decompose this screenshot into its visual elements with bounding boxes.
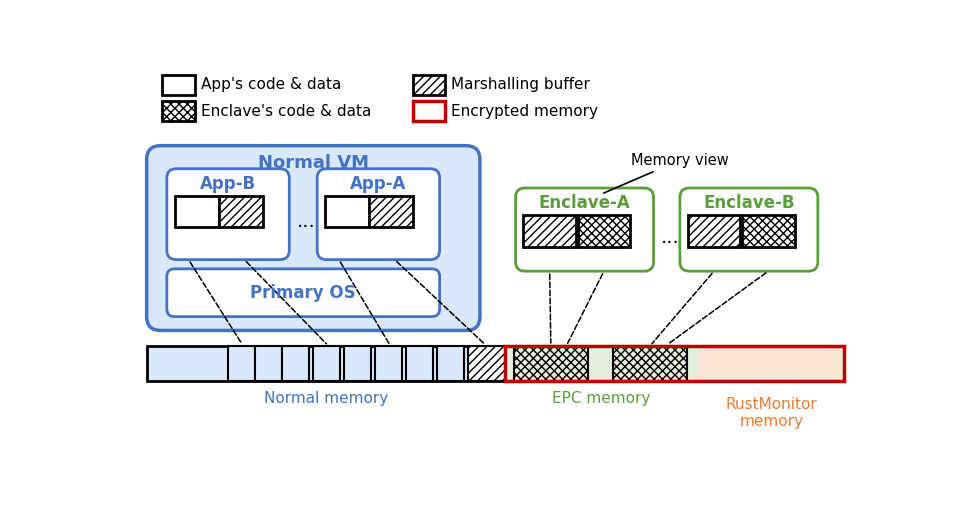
Bar [698,346,844,382]
Bar [412,75,445,95]
FancyBboxPatch shape [146,146,480,331]
Bar [412,101,445,121]
Bar [742,215,795,247]
Bar [313,346,340,382]
Text: ...: ... [661,228,680,247]
Bar [162,101,195,121]
Text: RustMonitor
memory: RustMonitor memory [725,397,817,429]
Bar [407,346,434,382]
Text: Primary OS: Primary OS [251,284,356,302]
Text: Memory view: Memory view [604,153,728,193]
FancyBboxPatch shape [680,188,818,271]
Bar [146,346,505,382]
Bar [175,196,218,227]
Text: Enclave-B: Enclave-B [703,195,795,212]
Bar [325,196,370,227]
FancyBboxPatch shape [167,269,440,316]
Text: Normal VM: Normal VM [257,153,369,172]
Bar [438,346,464,382]
Text: App-A: App-A [350,175,407,193]
Text: Normal memory: Normal memory [263,391,388,406]
Bar [514,346,588,382]
Bar [375,346,403,382]
Bar [283,346,309,382]
Text: Encrypted memory: Encrypted memory [451,104,599,118]
Bar [577,215,630,247]
Text: Enclave's code & data: Enclave's code & data [201,104,371,118]
Bar [218,196,263,227]
Bar [468,346,505,382]
Text: App-B: App-B [200,175,256,193]
Text: ...: ... [297,212,316,231]
Bar [228,346,255,382]
Text: Enclave-A: Enclave-A [538,195,631,212]
FancyBboxPatch shape [167,169,290,260]
Bar [255,346,283,382]
Text: Marshalling buffer: Marshalling buffer [451,77,590,92]
Bar [344,346,371,382]
Text: App's code & data: App's code & data [201,77,341,92]
FancyBboxPatch shape [516,188,653,271]
Bar [613,346,686,382]
Bar [524,215,576,247]
FancyBboxPatch shape [317,169,440,260]
Bar [370,196,413,227]
Bar [162,75,195,95]
Bar [505,346,698,382]
Bar [505,346,844,382]
Text: EPC memory: EPC memory [553,391,650,406]
Bar [687,215,740,247]
